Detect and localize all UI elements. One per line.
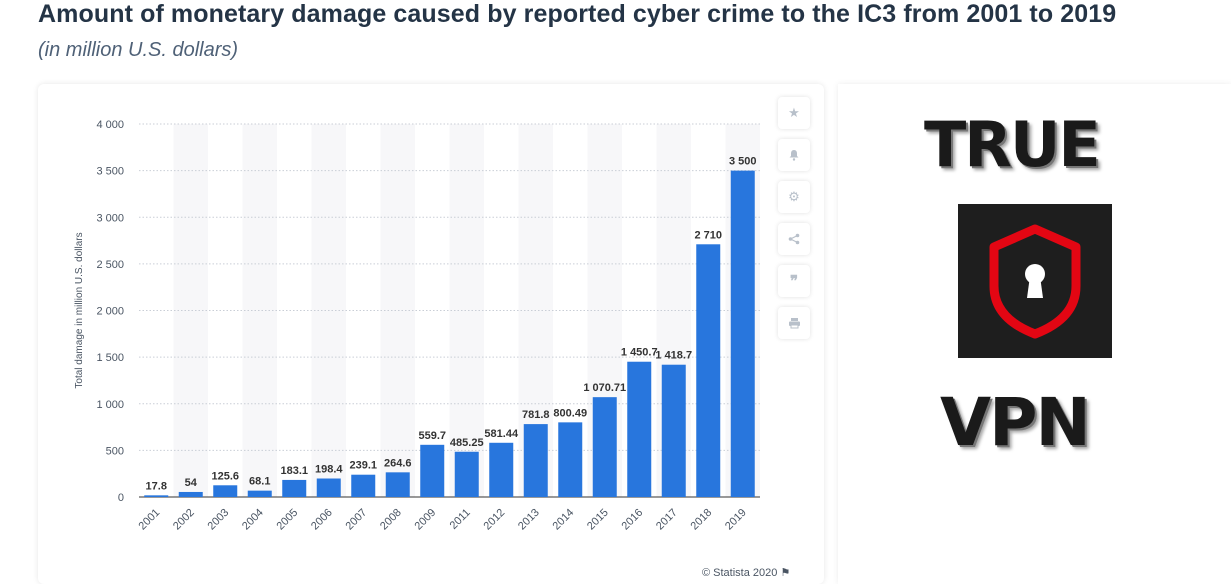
data-label-2002: 54 — [185, 477, 198, 489]
x-tick-label: 2003 — [206, 507, 232, 533]
data-label-2009: 559.7 — [418, 430, 446, 442]
bar-2018 — [696, 244, 721, 497]
bar-2012 — [489, 442, 514, 497]
bell-icon — [789, 150, 799, 161]
shield-keyhole-icon — [989, 224, 1081, 339]
share-icon — [788, 233, 800, 245]
data-label-2008: 264.6 — [384, 457, 412, 469]
y-tick-label: 4 000 — [96, 119, 124, 131]
ad-brand-word-top: TRUE — [924, 108, 1101, 181]
chart-toolbar: ★ ⚙ ❞ — [778, 97, 810, 349]
data-label-2017: 1 418.7 — [655, 350, 692, 362]
x-tick-label: 2012 — [482, 507, 508, 533]
gear-icon: ⚙ — [788, 189, 800, 204]
data-label-2018: 2 710 — [694, 229, 722, 241]
data-label-2013: 781.8 — [522, 409, 550, 421]
x-tick-label: 2002 — [171, 507, 197, 533]
share-button[interactable] — [778, 223, 810, 255]
x-tick-label: 2019 — [723, 507, 749, 533]
data-label-2011: 485.25 — [450, 437, 484, 449]
data-label-2004: 68.1 — [249, 476, 270, 488]
ad-brand-word-bottom: VPN — [940, 384, 1091, 461]
chart-title: Amount of monetary damage caused by repo… — [38, 0, 1117, 28]
notification-button[interactable] — [778, 139, 810, 171]
bar-2003 — [213, 485, 238, 497]
data-label-2016: 1 450.7 — [621, 347, 658, 359]
x-tick-label: 2011 — [448, 507, 473, 532]
x-tick-label: 2001 — [137, 507, 163, 533]
data-label-2019: 3 500 — [729, 156, 757, 168]
x-tick-label: 2009 — [413, 507, 439, 533]
bar-2007 — [351, 474, 376, 497]
bar-2004 — [247, 490, 272, 497]
x-tick-label: 2004 — [240, 507, 266, 533]
bar-2005 — [282, 479, 307, 497]
data-label-2006: 198.4 — [315, 463, 343, 475]
settings-button[interactable]: ⚙ — [778, 181, 810, 213]
bar-2019 — [730, 170, 755, 497]
y-tick-label: 500 — [106, 445, 124, 457]
x-tick-label: 2007 — [344, 507, 370, 533]
y-tick-label: 1 000 — [96, 399, 124, 411]
y-tick-label: 3 500 — [96, 166, 124, 178]
bar-2017 — [661, 364, 686, 497]
data-label-2012: 581.44 — [484, 428, 519, 440]
bar-2015 — [592, 397, 617, 497]
x-tick-label: 2005 — [275, 507, 301, 533]
bar-2001 — [144, 495, 169, 497]
x-tick-label: 2006 — [309, 507, 335, 533]
x-tick-label: 2018 — [689, 507, 715, 533]
bar-2011 — [454, 451, 479, 497]
cite-button[interactable]: ❞ — [778, 265, 810, 297]
x-tick-label: 2016 — [620, 507, 646, 533]
data-label-2005: 183.1 — [280, 465, 308, 477]
data-label-2007: 239.1 — [349, 460, 377, 472]
x-tick-label: 2013 — [516, 507, 542, 533]
x-tick-label: 2008 — [378, 507, 404, 533]
bar-2016 — [627, 361, 652, 497]
star-icon: ★ — [788, 105, 800, 120]
bar-chart: 0 500 1 000 1 500 2 000 2 500 3 000 3 500 4 000 T… — [74, 119, 760, 533]
x-tick-label: 2014 — [551, 507, 577, 533]
print-icon — [788, 318, 800, 329]
data-label-2015: 1 070.71 — [583, 382, 626, 394]
bar-2013 — [523, 424, 548, 497]
ad-panel[interactable]: TRUE VPN — [838, 84, 1231, 584]
favorite-button[interactable]: ★ — [778, 97, 810, 129]
quote-icon: ❞ — [789, 273, 799, 290]
x-tick-label: 2015 — [585, 507, 611, 533]
x-tick-label: 2017 — [654, 507, 680, 533]
bar-2014 — [558, 422, 583, 497]
data-label-2014: 800.49 — [553, 407, 587, 419]
bar-2009 — [420, 444, 445, 497]
print-button[interactable] — [778, 307, 810, 339]
data-label-2003: 125.6 — [211, 470, 239, 482]
y-tick-label: 1 500 — [96, 352, 124, 364]
chart-subtitle: (in million U.S. dollars) — [38, 39, 239, 61]
ad-logo — [958, 204, 1112, 358]
y-tick-label: 2 500 — [96, 259, 124, 271]
data-label-2001: 17.8 — [146, 480, 167, 492]
flag-icon: ⚑ — [780, 567, 791, 579]
chart-card: 0 500 1 000 1 500 2 000 2 500 3 000 3 500 4 000 T… — [38, 84, 824, 584]
bar-2002 — [178, 491, 203, 497]
bar-2006 — [316, 478, 341, 497]
y-tick-label: 2 000 — [96, 306, 124, 318]
y-tick-label: 0 — [118, 492, 124, 504]
statista-credit[interactable]: © Statista 2020 ⚑ — [702, 567, 791, 579]
bar-2008 — [385, 472, 410, 497]
y-axis-title: Total damage in million U.S. dollars — [74, 232, 85, 388]
y-tick-label: 3 000 — [96, 212, 124, 224]
